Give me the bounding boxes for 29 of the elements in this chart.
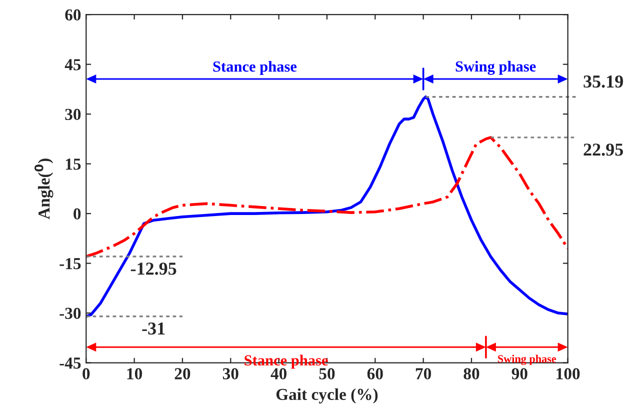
y-tick-label: 60: [65, 9, 81, 21]
x-tick-label: 30: [222, 368, 238, 380]
y-tick-label: 0: [74, 208, 81, 220]
line-series: [86, 136, 568, 258]
y-tick-label: -30: [60, 308, 81, 319]
y-axis-title: Angle($^{0}$): [34, 158, 54, 220]
x-tick-label: 60: [367, 368, 383, 380]
annotation: 22.95: [584, 144, 623, 156]
x-tick-label: 90: [512, 368, 528, 380]
annotation: -31: [142, 322, 165, 335]
x-tick-label: 80: [464, 368, 480, 380]
y-tick-label: 45: [64, 59, 81, 70]
x-axis-title: Gait cycle (%): [276, 388, 378, 404]
x-tick-label: 100: [556, 368, 580, 380]
x-tick-label: 20: [174, 368, 190, 380]
annotation: -12.95: [130, 262, 176, 275]
x-tick-label: 50: [319, 368, 335, 380]
y-tick-label: -45: [60, 358, 81, 369]
y-tick-label: 15: [66, 158, 81, 170]
annotation: Stance phase: [213, 60, 297, 75]
x-tick-label: 10: [127, 368, 142, 380]
x-tick-label: 70: [416, 368, 432, 380]
x-tick-label: 40: [270, 368, 287, 380]
line-series: [86, 95, 568, 318]
x-tick-label: 0: [82, 368, 90, 380]
y-tick-label: -15: [60, 258, 81, 270]
annotation: Swing phase: [456, 60, 536, 75]
annotation: 35.19: [584, 76, 623, 88]
y-tick-label: 30: [65, 108, 81, 120]
